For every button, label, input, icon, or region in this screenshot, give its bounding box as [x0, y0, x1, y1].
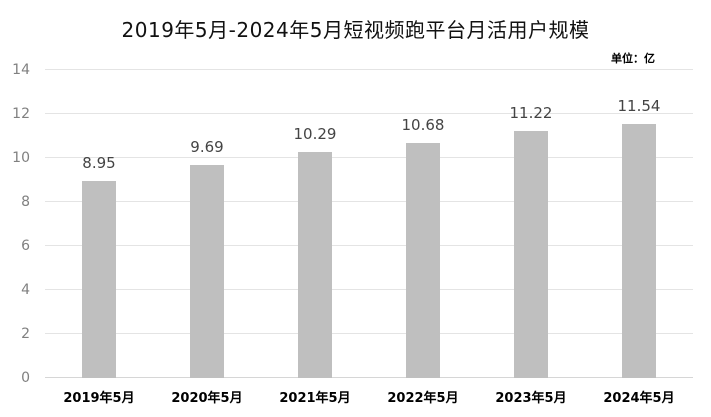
bar-value-label: 10.29 [293, 124, 337, 143]
gridline-y-2 [45, 333, 693, 334]
bar-value-label: 9.69 [190, 137, 224, 156]
x-axis-tick-label: 2023年5月 [495, 391, 567, 406]
chart-title: 2019年5月-2024年5月短视频跑平台月活用户规模 [121, 18, 590, 42]
bar-value-label: 10.68 [401, 116, 445, 135]
x-axis-tick-label: 2019年5月 [63, 391, 135, 406]
bar-value-label: 11.22 [509, 104, 553, 123]
bar-2020年5月 [190, 164, 224, 378]
gridline-y-12 [45, 113, 693, 114]
gridline-y-10 [45, 157, 693, 158]
gridline-y-0 [45, 377, 693, 378]
x-axis-tick-label: 2021年5月 [279, 391, 351, 406]
y-axis-tick-label: 14 [12, 62, 30, 78]
gridline-y-14 [45, 69, 693, 70]
y-axis-tick-label: 10 [12, 150, 30, 166]
y-axis-tick-label: 12 [12, 106, 30, 122]
y-axis-tick-label: 4 [21, 282, 30, 298]
bar-2019年5月 [82, 181, 116, 378]
bar-2022年5月 [406, 143, 440, 378]
x-axis-tick-label: 2020年5月 [171, 391, 243, 406]
y-axis-tick-label: 8 [21, 194, 30, 210]
unit-label: 单位：亿 [611, 52, 655, 65]
x-axis-tick-label: 2022年5月 [387, 391, 459, 406]
plot-area: 8.95 9.69 10.29 10.68 11.22 11.54 [45, 69, 693, 378]
bar-2021年5月 [298, 151, 332, 378]
gridline-y-8 [45, 201, 693, 202]
y-axis-tick-label: 6 [21, 238, 30, 254]
bar-value-label: 8.95 [82, 154, 116, 173]
bar-2024年5月 [622, 124, 656, 378]
bar-2023年5月 [514, 131, 548, 378]
gridline-y-6 [45, 245, 693, 246]
gridline-y-4 [45, 289, 693, 290]
y-axis-tick-label: 2 [21, 326, 30, 342]
x-axis-tick-label: 2024年5月 [603, 391, 675, 406]
y-axis-tick-label: 0 [21, 370, 30, 386]
bar-value-label: 11.54 [617, 97, 661, 116]
